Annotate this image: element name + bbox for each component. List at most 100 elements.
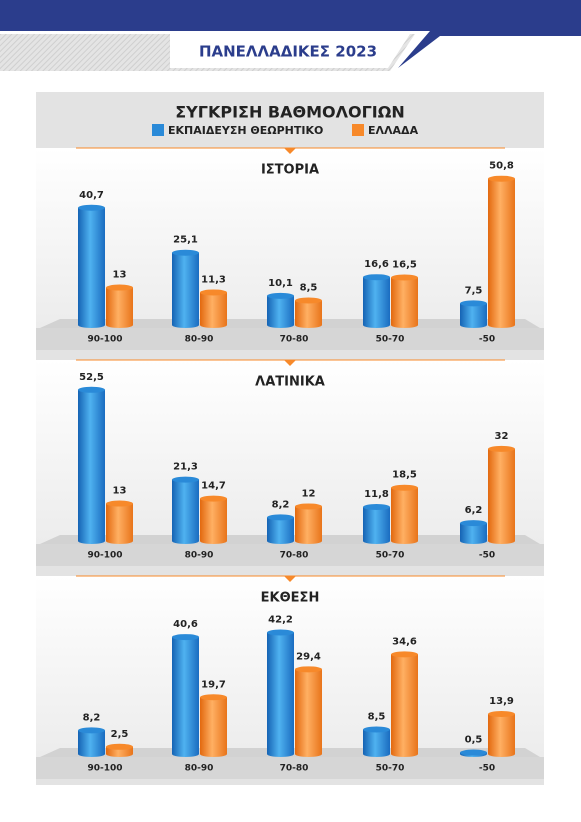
x-tick-label: 80-90 (185, 335, 214, 345)
x-tick-label: 70-80 (280, 764, 309, 774)
bar-base (267, 538, 294, 544)
bar-base (172, 322, 199, 328)
data-label: 19,7 (201, 679, 226, 690)
bar-top (460, 520, 487, 527)
bar (106, 287, 133, 325)
section-pointer (284, 576, 296, 582)
data-label: 18,5 (392, 470, 417, 481)
bar-base (267, 751, 294, 757)
bar-top (391, 651, 418, 658)
bar-top (267, 629, 294, 636)
bar (363, 507, 390, 541)
bar (200, 498, 227, 541)
bar (172, 637, 199, 754)
x-tick-label: 50-70 (376, 764, 405, 774)
x-tick-label: 90-100 (87, 335, 122, 345)
bar (363, 729, 390, 754)
bar-base (363, 322, 390, 328)
bar-base (78, 751, 105, 757)
x-tick-label: 80-90 (185, 764, 214, 774)
category-band (36, 328, 544, 350)
bar-top (106, 284, 133, 291)
legend-swatch (352, 124, 364, 136)
bar-top (172, 476, 199, 483)
x-tick-label: -50 (479, 335, 495, 345)
data-label: 14,7 (201, 481, 226, 492)
bar (363, 277, 390, 325)
data-label: 8,5 (300, 283, 318, 294)
data-label: 10,1 (268, 278, 293, 289)
bar (391, 487, 418, 541)
x-tick-label: -50 (479, 551, 495, 561)
bar-top (488, 710, 515, 717)
bar (200, 292, 227, 325)
bar-base (172, 538, 199, 544)
category-band (36, 544, 544, 566)
data-label: 11,3 (201, 274, 226, 285)
x-tick-label: 50-70 (376, 551, 405, 561)
data-label: 13 (113, 270, 127, 281)
bar-top (295, 503, 322, 510)
data-label: 13,9 (489, 696, 514, 707)
bar-base (391, 538, 418, 544)
bar-top (267, 514, 294, 521)
bar (200, 697, 227, 754)
bar-base (295, 538, 322, 544)
data-label: 50,8 (489, 161, 514, 172)
bar (295, 506, 322, 541)
data-label: 32 (495, 431, 509, 442)
data-label: 6,2 (465, 505, 483, 516)
x-tick-label: 50-70 (376, 335, 405, 345)
bar (78, 389, 105, 541)
data-label: 29,4 (296, 651, 321, 662)
bar (391, 277, 418, 325)
header-accent (398, 31, 581, 68)
bar (106, 503, 133, 541)
category-band (36, 757, 544, 779)
data-label: 11,8 (364, 489, 389, 500)
bar-base (295, 751, 322, 757)
bar-base (200, 322, 227, 328)
section-pointer (284, 360, 296, 366)
data-label: 12 (302, 488, 316, 499)
bar-top (391, 274, 418, 281)
bar (295, 300, 322, 325)
header-tab (170, 34, 410, 68)
data-label: 42,2 (268, 614, 293, 625)
bar-top (460, 300, 487, 307)
bar-base (391, 322, 418, 328)
x-tick-label: 70-80 (280, 335, 309, 345)
data-label: 0,5 (465, 735, 483, 746)
bar-top (200, 495, 227, 502)
bar (488, 448, 515, 541)
bar-top (363, 274, 390, 281)
bar-base (172, 751, 199, 757)
bar-top (488, 445, 515, 452)
data-label: 8,2 (83, 712, 101, 723)
bar-top (78, 204, 105, 211)
chart-title: ΣΥΓΚΡΙΣΗ ΒΑΘΜΟΛΟΓΙΩΝ (175, 103, 405, 122)
bar-top (460, 749, 487, 756)
bar-top (106, 743, 133, 750)
bar-top (78, 727, 105, 734)
top-band (0, 0, 581, 31)
x-tick-label: 70-80 (280, 551, 309, 561)
bar-top (200, 694, 227, 701)
data-label: 16,6 (364, 259, 389, 270)
data-label: 8,5 (368, 712, 386, 723)
legend-swatch (152, 124, 164, 136)
bar (488, 713, 515, 754)
bar-base (295, 322, 322, 328)
bar-base (460, 538, 487, 544)
section-title: ΛΑΤΙΝΙΚΑ (255, 375, 325, 390)
bar (460, 523, 487, 541)
bar-top (172, 634, 199, 641)
legend-label: ΕΛΛΑΔΑ (368, 124, 419, 137)
section-pointer (284, 148, 296, 154)
bar (295, 669, 322, 754)
bar-top (200, 289, 227, 296)
bar (267, 632, 294, 754)
data-label: 52,5 (79, 372, 104, 383)
